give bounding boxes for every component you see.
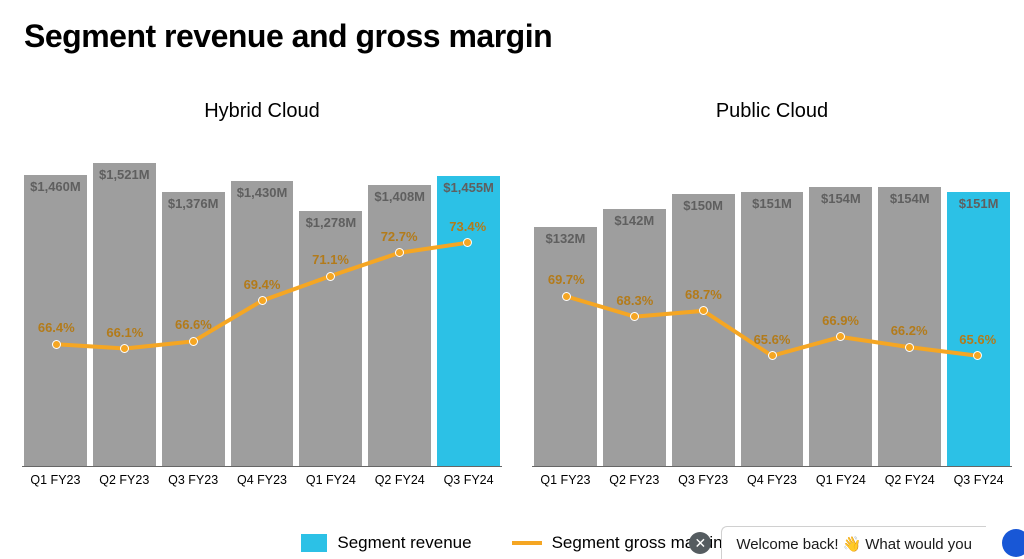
bars-container: $1,460M $1,521M $1,376M $1,430M $1,278M $1,40… [22,147,502,466]
chart-title: Hybrid Cloud [204,100,320,123]
bar-value-label: $154M [809,191,872,206]
legend-line-margin [512,541,542,545]
x-axis-tick: Q1 FY24 [297,473,364,487]
margin-pct-label: 69.7% [548,272,585,287]
margin-pct-label: 69.4% [244,277,281,292]
margin-pct-label: 71.1% [312,252,349,267]
bar-slot: $1,521M [91,147,158,466]
bar: $1,278M [299,211,362,466]
bar: $151M [947,192,1010,466]
margin-pct-label: 72.7% [381,229,418,244]
bar-slot: $1,460M [22,147,89,466]
x-axis: Q1 FY23Q2 FY23Q3 FY23Q4 FY23Q1 FY24Q2 FY… [22,473,502,487]
bars-container: $132M $142M $150M $151M $154M $154M $151M [532,147,1012,466]
bar-slot: $1,278M [297,147,364,466]
margin-pct-label: 65.6% [754,332,791,347]
bar-slot: $1,430M [229,147,296,466]
bar-value-label: $1,455M [437,180,500,195]
bar-slot: $132M [532,147,599,466]
margin-pct-label: 66.4% [38,320,75,335]
margin-marker [52,340,61,349]
margin-marker [395,248,404,257]
bar-slot: $151M [739,147,806,466]
bar-value-label: $1,376M [162,196,225,211]
bar: $1,408M [368,185,431,466]
x-axis-tick: Q3 FY23 [670,473,737,487]
x-axis-tick: Q2 FY24 [876,473,943,487]
bar: $150M [672,194,735,466]
bar-value-label: $1,460M [24,179,87,194]
bar-value-label: $142M [603,213,666,228]
legend-label-revenue: Segment revenue [337,533,471,553]
chat-bubble[interactable]: Welcome back! 👋 What would you [721,526,986,559]
margin-marker [326,272,335,281]
margin-pct-label: 68.7% [685,287,722,302]
bar-value-label: $151M [741,196,804,211]
bar-value-label: $1,278M [299,215,362,230]
wave-icon: 👋 [843,535,862,553]
bar-value-label: $1,430M [231,185,294,200]
legend-item-revenue: Segment revenue [301,533,471,553]
x-axis-tick: Q2 FY23 [601,473,668,487]
close-icon: ✕ [694,536,706,550]
margin-marker [768,351,777,360]
margin-marker [189,337,198,346]
bar: $1,521M [93,163,156,466]
margin-pct-label: 66.9% [822,313,859,328]
margin-pct-label: 66.6% [175,317,212,332]
x-axis-tick: Q1 FY24 [807,473,874,487]
bar-slot: $151M [945,147,1012,466]
chat-widget: ✕ Welcome back! 👋 What would you [689,526,1024,559]
chart-panel: Hybrid Cloud $1,460M $1,521M $1,376M $1,430M… [22,100,502,500]
legend-swatch-revenue [301,534,327,552]
charts-row: Hybrid Cloud $1,460M $1,521M $1,376M $1,430M… [22,100,1012,500]
bar-value-label: $132M [534,231,597,246]
bar: $142M [603,209,666,466]
x-axis-tick: Q2 FY23 [91,473,158,487]
plot-area: $132M $142M $150M $151M $154M $154M $151M 69.7%… [532,147,1012,467]
x-axis-tick: Q3 FY24 [945,473,1012,487]
x-axis-tick: Q4 FY23 [229,473,296,487]
margin-marker [562,292,571,301]
x-axis-tick: Q2 FY24 [366,473,433,487]
chat-greeting-suffix: What would you [865,536,972,553]
bar-slot: $1,455M [435,147,502,466]
margin-pct-label: 66.1% [106,325,143,340]
margin-marker [258,296,267,305]
chart-title: Public Cloud [716,100,828,123]
bar-slot: $1,408M [366,147,433,466]
x-axis: Q1 FY23Q2 FY23Q3 FY23Q4 FY23Q1 FY24Q2 FY… [532,473,1012,487]
margin-pct-label: 66.2% [891,323,928,338]
x-axis-tick: Q1 FY23 [22,473,89,487]
bar: $1,430M [231,181,294,466]
bar-slot: $154M [876,147,943,466]
bar-value-label: $1,408M [368,189,431,204]
page-title: Segment revenue and gross margin [24,18,552,55]
bar-slot: $1,376M [160,147,227,466]
chart-panel: Public Cloud $132M $142M $150M $151M $154M $15… [532,100,1012,500]
bar: $132M [534,227,597,466]
bar-value-label: $150M [672,198,735,213]
margin-pct-label: 68.3% [616,293,653,308]
bar: $151M [741,192,804,466]
bar-value-label: $1,521M [93,167,156,182]
bar-slot: $154M [807,147,874,466]
x-axis-tick: Q3 FY24 [435,473,502,487]
bar-value-label: $154M [878,191,941,206]
plot-area: $1,460M $1,521M $1,376M $1,430M $1,278M $1,40… [22,147,502,467]
chat-greeting-prefix: Welcome back! [736,536,838,553]
x-axis-tick: Q3 FY23 [160,473,227,487]
margin-marker [905,343,914,352]
margin-pct-label: 65.6% [959,332,996,347]
x-axis-tick: Q4 FY23 [739,473,806,487]
chat-close-button[interactable]: ✕ [689,532,711,554]
margin-pct-label: 73.4% [449,219,486,234]
x-axis-tick: Q1 FY23 [532,473,599,487]
chat-avatar[interactable] [1002,529,1024,557]
bar-value-label: $151M [947,196,1010,211]
